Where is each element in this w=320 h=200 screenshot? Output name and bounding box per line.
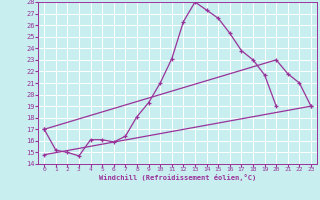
X-axis label: Windchill (Refroidissement éolien,°C): Windchill (Refroidissement éolien,°C) <box>99 174 256 181</box>
